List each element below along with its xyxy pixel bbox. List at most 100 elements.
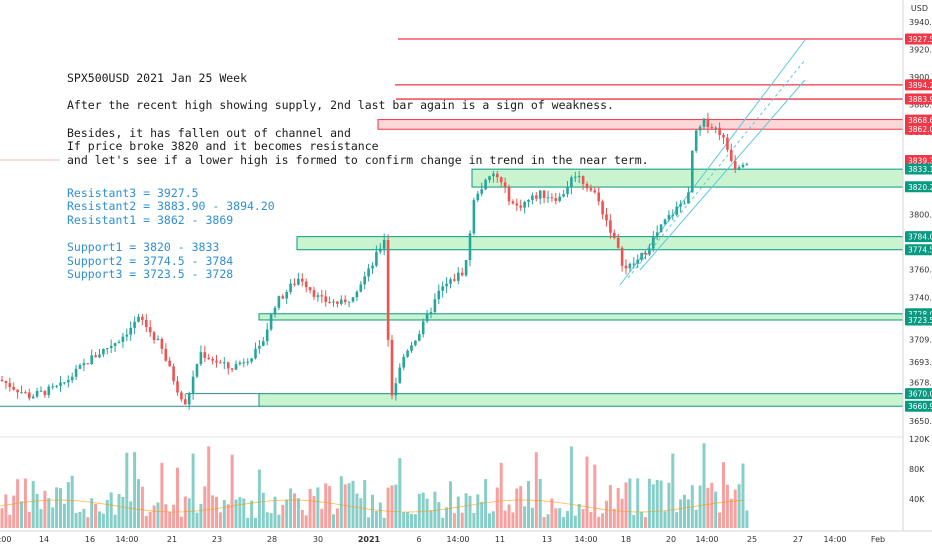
candle-body [367, 268, 370, 277]
time-tick-label: 13 [542, 535, 552, 544]
volume-bar [694, 509, 698, 528]
candle-body [375, 251, 378, 266]
volume-bar [410, 513, 413, 528]
channel-lines [619, 39, 806, 286]
candle-body [554, 198, 558, 201]
volume-bar [741, 463, 745, 528]
volume-bar [4, 494, 8, 528]
candle-body [550, 197, 554, 199]
candle-body [109, 345, 113, 349]
candle-body [402, 356, 405, 368]
channel-middle [627, 59, 806, 279]
candle-body [281, 296, 285, 299]
volume-bar [460, 512, 464, 528]
candle-body [230, 368, 234, 370]
candle-body [667, 215, 671, 220]
price-tick-label: 3709.3 [909, 336, 932, 345]
candle-body [254, 348, 257, 359]
volume-bar [530, 507, 534, 528]
time-tick-label: 14 [39, 535, 49, 544]
volume-bar [651, 484, 655, 528]
volume-bar [686, 499, 690, 528]
candle-body [67, 380, 70, 383]
volume-bar [421, 492, 425, 528]
candle-body [476, 193, 480, 201]
volume-bar [628, 478, 632, 528]
candle-body [620, 247, 624, 266]
candle-body [289, 283, 292, 292]
candle-body [90, 355, 93, 365]
candle-body [285, 291, 288, 299]
volume-bar [507, 504, 511, 528]
candle-body [238, 362, 242, 365]
candle-body [351, 297, 355, 302]
volume-bar [745, 510, 749, 528]
volume-bar [230, 454, 234, 528]
level-badge-label: 3660.9 [908, 402, 932, 411]
candle-body [687, 192, 690, 204]
price-tick-label: 3740.0 [909, 293, 932, 302]
price-unit-label: USD [910, 4, 928, 13]
volume-bar [269, 513, 273, 528]
candle-body [523, 201, 526, 208]
volume-bar [523, 506, 527, 528]
candle-body [191, 376, 195, 394]
volume-bar [105, 499, 109, 528]
volume-bar [433, 491, 437, 528]
candle-body [63, 382, 66, 384]
candle-body [398, 367, 402, 384]
volume-bar [207, 446, 211, 528]
candle-body [733, 160, 737, 170]
volume-bar [663, 511, 667, 528]
volume-bar [484, 479, 488, 528]
level-badge [905, 79, 932, 91]
time-tick-label: 14:00 [574, 535, 597, 544]
candle-body [425, 313, 429, 322]
time-tick-label: 27 [793, 535, 803, 544]
volume-bar [569, 446, 573, 528]
volume-bar [277, 514, 281, 528]
candle-body [355, 291, 359, 298]
volume-bar [538, 479, 542, 528]
volume-bar [199, 503, 203, 528]
volume-bar [585, 456, 589, 528]
candle-body [601, 201, 604, 215]
candle-body [679, 204, 682, 207]
level-badge [905, 114, 932, 126]
volume-bar [144, 515, 148, 528]
support-zone-1 [471, 168, 904, 188]
candle-body [542, 190, 546, 198]
volume-tick-label: 40K [909, 495, 925, 504]
candle-body [219, 362, 222, 364]
candle-body [82, 363, 86, 366]
level-badge-label: 3728.0 [908, 310, 932, 319]
volume-bar [242, 498, 246, 528]
candle-body [8, 383, 12, 388]
candle-body [691, 150, 694, 193]
volume-bar [296, 498, 300, 528]
level-text-7: Support3 = 3723.5 - 3728 [67, 267, 234, 281]
candle-body [429, 312, 433, 314]
chart-description: After the recent high showing supply, 2n… [67, 98, 614, 112]
volume-bar [534, 452, 538, 528]
candle-body [211, 358, 214, 361]
candle-body [106, 348, 109, 350]
volume-bar [160, 462, 164, 528]
volume-bar [191, 453, 195, 528]
candle-body [616, 237, 620, 248]
volume-bar [320, 508, 324, 528]
candle-body [293, 283, 296, 285]
volume-bar [324, 483, 328, 528]
candle-body [597, 192, 600, 202]
candle-body [102, 348, 105, 355]
level-badge-label: 3833.1 [908, 165, 932, 174]
volume-bar [359, 498, 363, 528]
candle-body [706, 118, 710, 128]
volume-bar [476, 494, 480, 528]
candle-body [519, 205, 522, 208]
candle-body [496, 173, 499, 178]
time-tick-label: 21 [167, 535, 177, 544]
volume-bar [168, 511, 172, 528]
